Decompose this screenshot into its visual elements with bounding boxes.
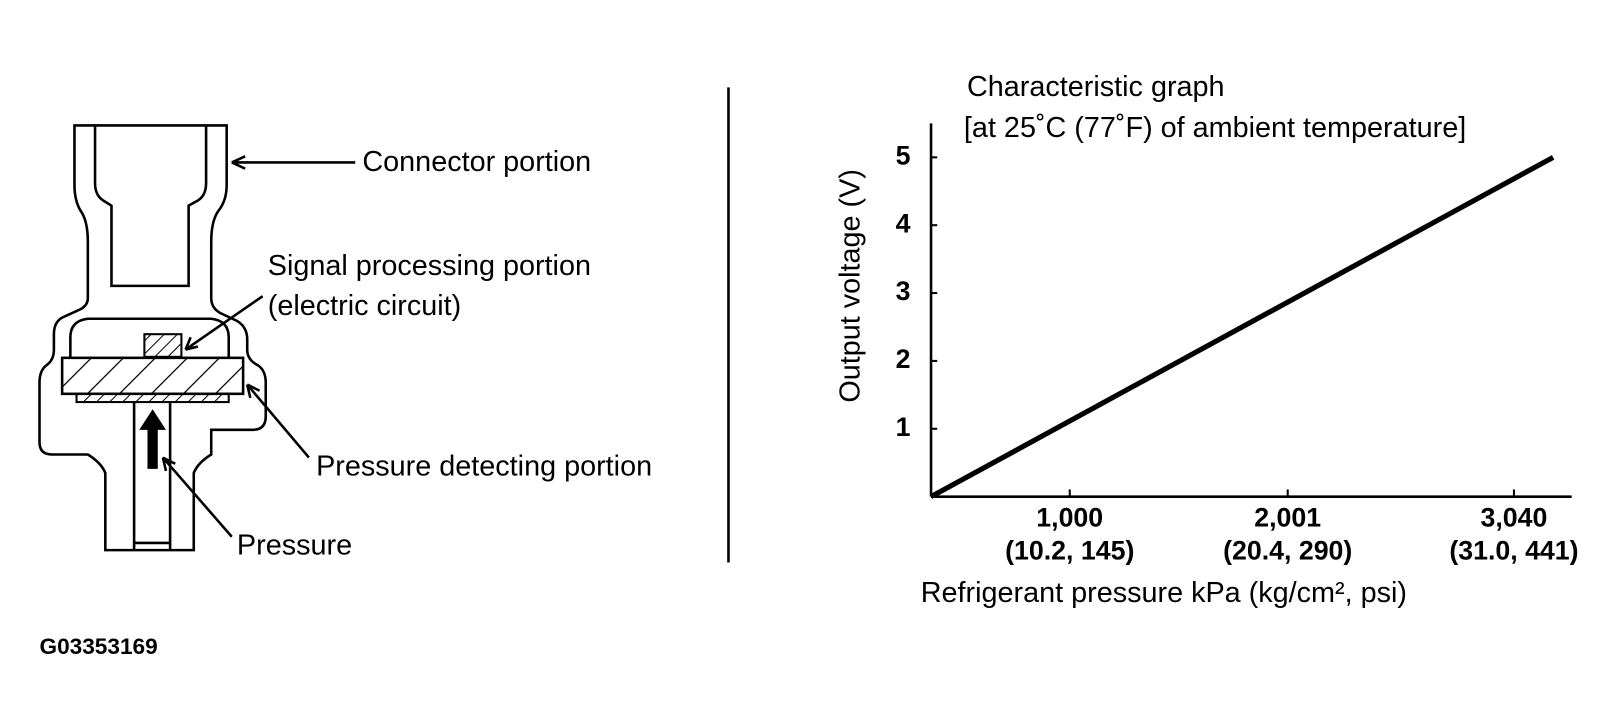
chart-subtitle: [at 25˚C (77˚F) of ambient temperature]: [964, 112, 1466, 144]
y-tick-label: 4: [896, 208, 911, 238]
x-tick-label: 1,000: [1036, 502, 1103, 532]
sensor-drawing: [38, 87, 730, 563]
x-tick-sublabel: (20.4, 290): [1223, 535, 1352, 565]
y-tick-label: 1: [896, 412, 911, 442]
y-tick-label: 3: [896, 276, 911, 306]
signal-sublabel: (electric circuit): [268, 290, 462, 322]
chart-title: Characteristic graph: [967, 71, 1225, 103]
data-line: [929, 155, 1555, 499]
x-tick-label: 2,001: [1254, 502, 1321, 532]
pressure-detecting-label: Pressure detecting portion: [316, 450, 652, 482]
x-tick-sublabel: (31.0, 441): [1449, 535, 1578, 565]
x-tick-sublabel: (10.2, 145): [1005, 535, 1134, 565]
y-tick-label: 5: [896, 140, 911, 170]
figure-id: G03353169: [40, 634, 158, 659]
y-tick-label: 2: [896, 344, 911, 374]
x-axis-label: Refrigerant pressure kPa (kg/cm², psi): [921, 577, 1407, 609]
connector-label: Connector portion: [362, 146, 591, 178]
pressure-label: Pressure: [237, 530, 352, 562]
x-tick-label: 3,040: [1481, 502, 1548, 532]
signal-label: Signal processing portion: [268, 250, 591, 282]
y-axis-label: Output voltage (V): [834, 169, 866, 403]
